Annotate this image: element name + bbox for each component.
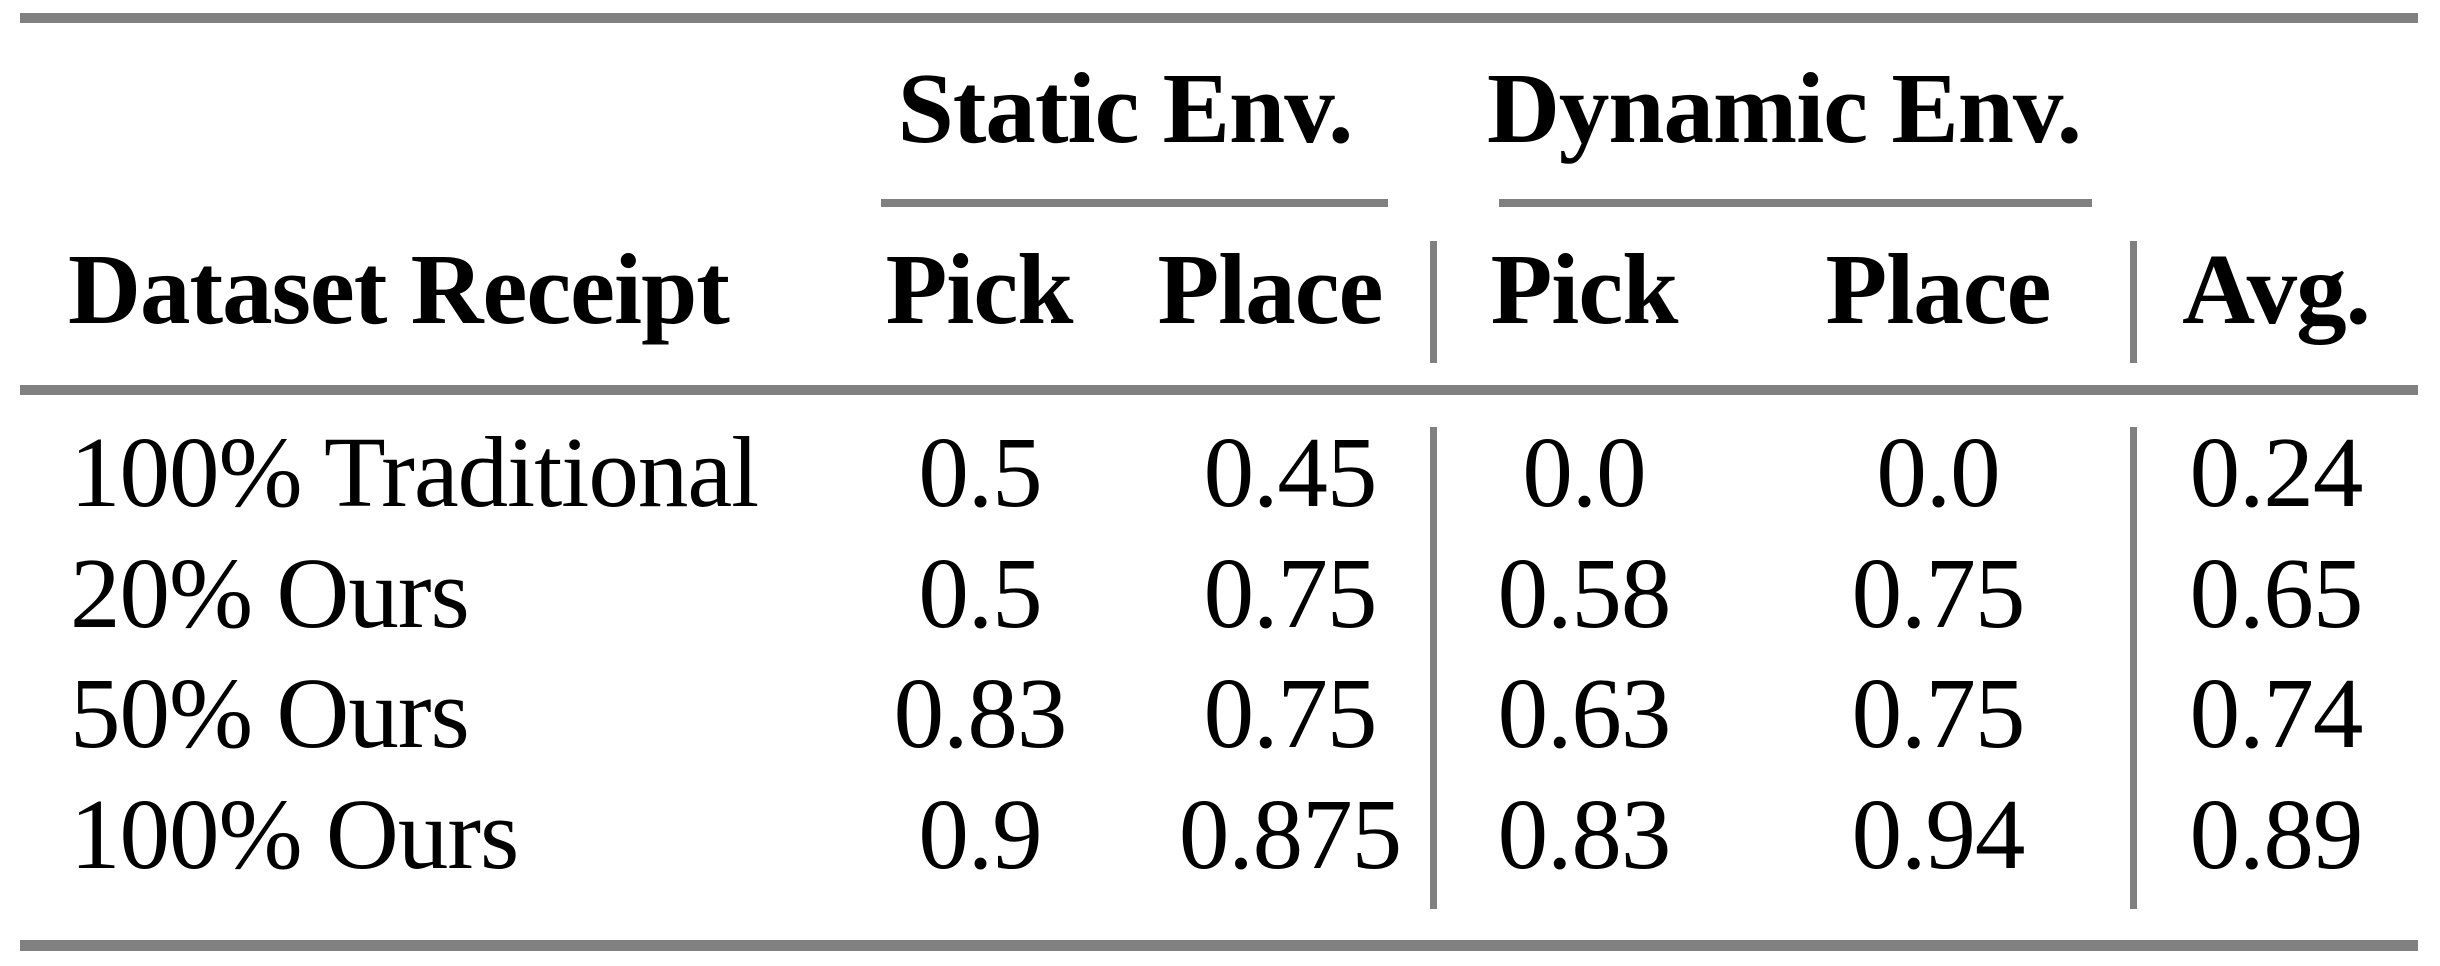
vertical-rule-2-header <box>2130 241 2137 363</box>
col-header-static-place: Place <box>1157 233 1384 345</box>
col-header-dataset-receipt: Dataset Receipt <box>68 233 730 345</box>
cell-dynamic-pick: 0.58 <box>1497 537 1672 649</box>
row-label: 20% Ours <box>70 537 470 649</box>
table-mid-rule <box>20 385 2418 395</box>
cmidrule-static-env <box>881 199 1388 207</box>
vertical-rule-1-header <box>1430 241 1437 363</box>
col-header-avg: Avg. <box>2182 233 2371 345</box>
cell-static-pick: 0.5 <box>918 416 1042 528</box>
table-top-rule <box>20 13 2418 23</box>
cell-avg: 0.24 <box>2189 416 2364 528</box>
col-header-dynamic-pick: Pick <box>1490 233 1679 345</box>
group-header-dynamic-env: Dynamic Env. <box>1486 52 2082 164</box>
row-label: 50% Ours <box>70 657 470 769</box>
cell-static-pick: 0.9 <box>918 778 1042 890</box>
cell-dynamic-place: 0.75 <box>1851 537 2026 649</box>
cell-avg: 0.89 <box>2189 778 2364 890</box>
row-label: 100% Traditional <box>70 416 759 528</box>
group-header-static-env: Static Env. <box>897 52 1354 164</box>
cell-dynamic-pick: 0.0 <box>1522 416 1646 528</box>
cell-dynamic-pick: 0.63 <box>1497 657 1672 769</box>
row-label: 100% Ours <box>70 778 519 890</box>
vertical-rule-1-body <box>1430 427 1437 909</box>
cell-static-place: 0.75 <box>1203 537 1378 649</box>
cell-dynamic-place: 0.0 <box>1876 416 2000 528</box>
cell-static-place: 0.875 <box>1178 778 1402 890</box>
cell-static-pick: 0.83 <box>893 657 1068 769</box>
col-header-static-pick: Pick <box>885 233 1074 345</box>
cell-dynamic-pick: 0.83 <box>1497 778 1672 890</box>
cell-dynamic-place: 0.94 <box>1851 778 2026 890</box>
col-header-dynamic-place: Place <box>1825 233 2052 345</box>
cell-static-pick: 0.5 <box>918 537 1042 649</box>
cell-static-place: 0.75 <box>1203 657 1378 769</box>
cell-avg: 0.74 <box>2189 657 2364 769</box>
cell-avg: 0.65 <box>2189 537 2364 649</box>
cell-static-place: 0.45 <box>1203 416 1378 528</box>
cell-dynamic-place: 0.75 <box>1851 657 2026 769</box>
table-bottom-rule <box>20 940 2418 951</box>
cmidrule-dynamic-env <box>1499 199 2092 207</box>
vertical-rule-2-body <box>2130 427 2137 909</box>
